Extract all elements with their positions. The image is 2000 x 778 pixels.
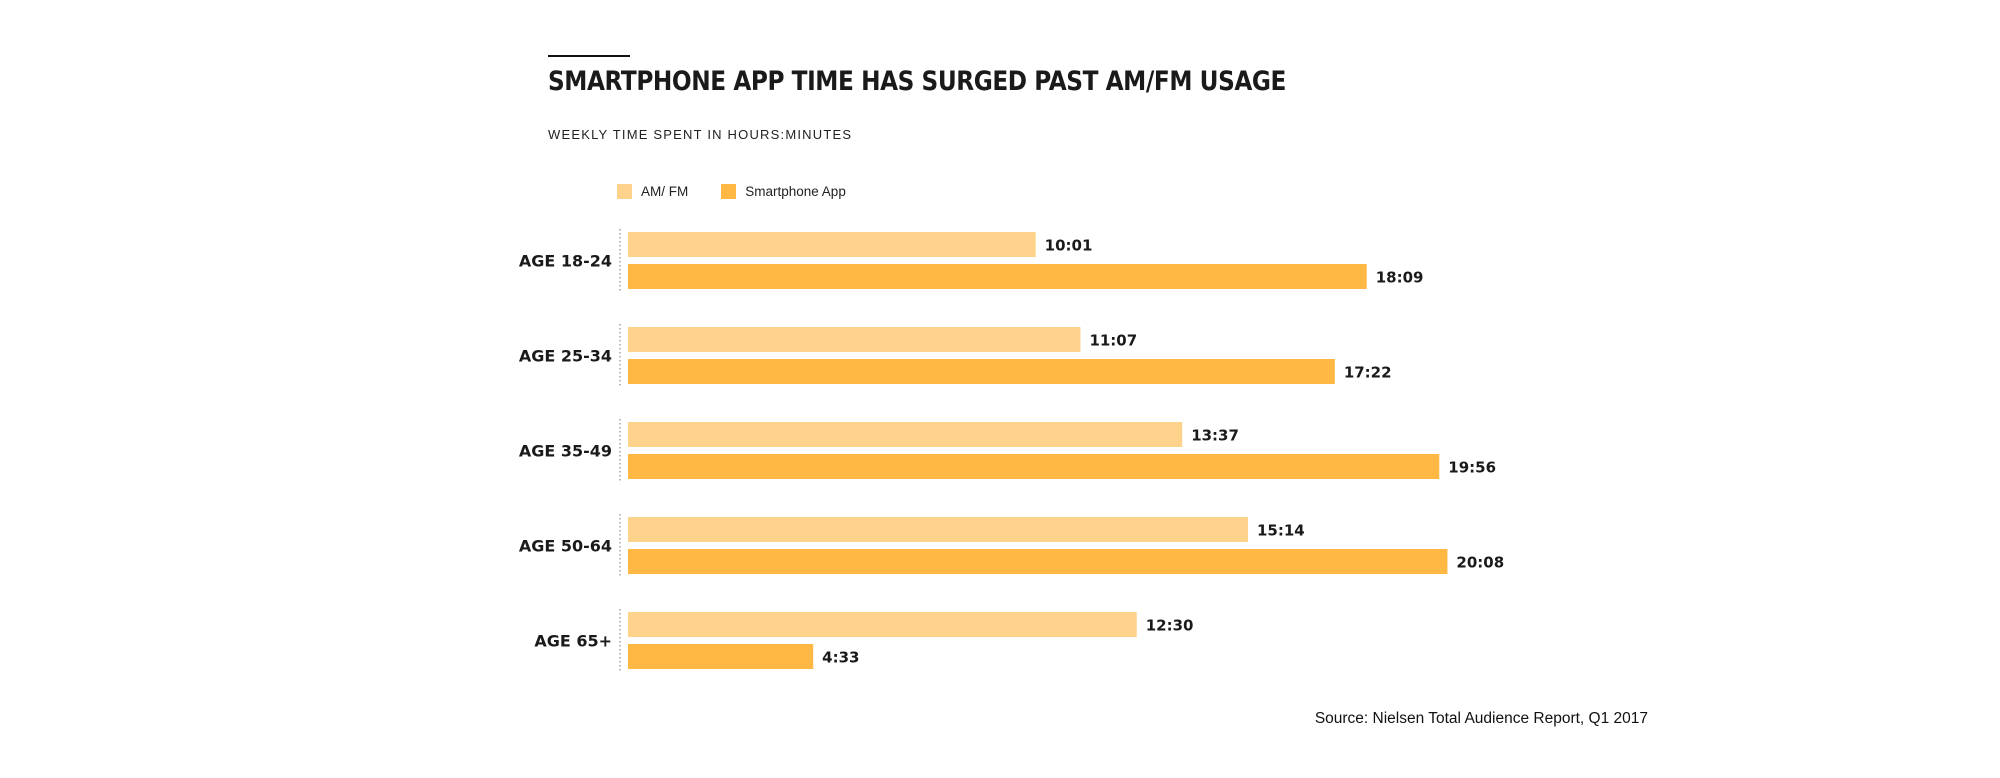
- data-label: 19:56: [1448, 459, 1496, 477]
- source-note: Source: Nielsen Total Audience Report, Q…: [1314, 710, 1648, 727]
- data-label: 17:22: [1344, 364, 1392, 382]
- bar: [628, 454, 1440, 479]
- bar: [628, 232, 1036, 257]
- legend-label-smartphone-app: Smartphone App: [745, 184, 846, 199]
- data-label: 20:08: [1456, 554, 1504, 572]
- data-label: 4:33: [822, 649, 859, 667]
- data-label: 18:09: [1376, 269, 1424, 287]
- legend-item-smartphone-app: Smartphone App: [721, 184, 846, 199]
- bar: [628, 422, 1183, 447]
- bar: [628, 517, 1248, 542]
- category-label: AGE 25-34: [519, 347, 612, 366]
- bar: [628, 327, 1081, 352]
- bar: [628, 644, 814, 669]
- legend-label-amfm: AM/ FM: [641, 184, 689, 199]
- category-label: AGE 35-49: [519, 442, 612, 461]
- legend-swatch-amfm: [617, 184, 632, 199]
- bar: [628, 612, 1137, 637]
- chart-subtitle: WEEKLY TIME SPENT IN HOURS:MINUTES: [548, 127, 853, 142]
- data-label: 11:07: [1089, 332, 1137, 350]
- data-label: 15:14: [1257, 522, 1305, 540]
- category-label: AGE 18-24: [519, 252, 612, 271]
- data-label: 13:37: [1191, 427, 1239, 445]
- category-label: AGE 65+: [534, 632, 612, 651]
- category-label: AGE 50-64: [519, 537, 612, 556]
- legend-item-amfm: AM/ FM: [617, 184, 688, 199]
- legend-swatch-smartphone-app: [721, 184, 737, 199]
- data-label: 10:01: [1045, 237, 1093, 255]
- bar: [628, 264, 1367, 289]
- chart-title: SMARTPHONE APP TIME HAS SURGED PAST AM/F…: [548, 66, 1287, 97]
- data-label: 12:30: [1146, 617, 1194, 635]
- chart-legend: AM/ FM Smartphone App: [617, 184, 879, 199]
- bar: [628, 549, 1448, 574]
- bar: [628, 359, 1335, 384]
- title-accent-rule: [548, 55, 630, 57]
